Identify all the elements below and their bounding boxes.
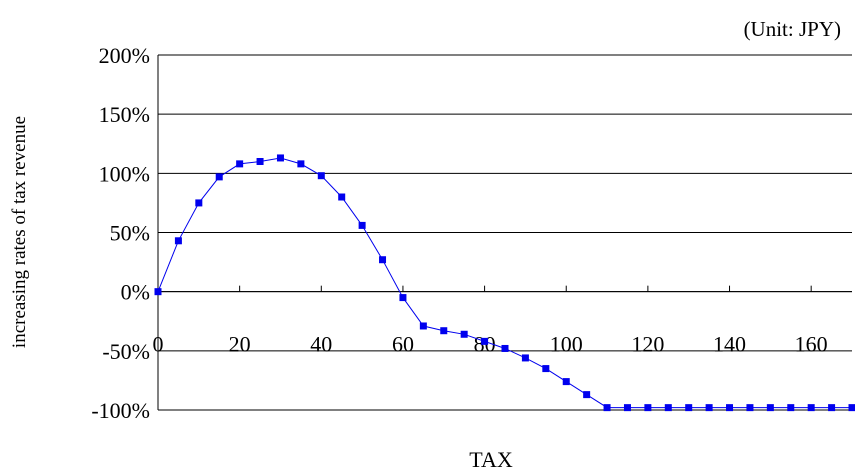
data-point (317, 172, 325, 180)
x-axis-title: TAX (469, 447, 513, 472)
grid-layer (158, 54, 852, 411)
data-point (154, 288, 162, 296)
data-point (174, 237, 182, 245)
data-point (358, 221, 366, 229)
y-tick-label: -100% (91, 398, 150, 423)
data-point (746, 404, 754, 412)
series-line (157, 157, 852, 409)
data-point (501, 344, 509, 352)
data-point (726, 404, 734, 412)
data-point (766, 404, 774, 412)
data-point (256, 158, 264, 165)
data-point (440, 327, 448, 335)
x-tick-label: 40 (310, 332, 332, 357)
data-point (562, 378, 570, 386)
data-point (236, 160, 244, 168)
x-tick-label: 60 (392, 332, 414, 357)
data-point (481, 337, 489, 345)
data-point (297, 160, 305, 168)
unit-label: (Unit: JPY) (744, 17, 841, 41)
y-tick-label: 150% (99, 102, 150, 127)
y-tick-label: 200% (99, 43, 150, 68)
data-point (583, 391, 591, 399)
data-point (399, 294, 407, 302)
data-point (848, 404, 855, 412)
data-point (828, 404, 836, 412)
x-tick-label: 0 (153, 332, 164, 357)
data-point (215, 173, 223, 181)
data-point (603, 404, 611, 412)
series-layer (154, 154, 855, 412)
x-tick-label: 160 (795, 332, 828, 357)
data-point (664, 404, 672, 412)
data-point (787, 404, 795, 412)
y-tick-label: 100% (99, 161, 150, 186)
x-tick-label: 20 (229, 332, 251, 357)
data-point (460, 330, 468, 338)
data-point (379, 256, 387, 264)
data-point (705, 404, 713, 412)
y-tick-label: 50% (110, 221, 150, 246)
data-point (338, 193, 346, 201)
y-ticks-layer: -100% -50% 0% 50% 100% 150% 200% (91, 43, 150, 423)
data-point (195, 199, 203, 207)
data-point (623, 404, 631, 412)
x-tick-label: 100 (550, 332, 583, 357)
x-ticks-layer: 020406080100120140160 (153, 285, 828, 357)
x-tick-label: 120 (631, 332, 664, 357)
data-point (807, 404, 815, 412)
y-axis-title: increasing rates of tax revenue (9, 116, 30, 348)
data-point (521, 354, 529, 362)
data-point (276, 154, 284, 162)
data-point (685, 404, 693, 412)
data-point (644, 404, 652, 412)
data-point (419, 322, 427, 330)
x-tick-label: 140 (713, 332, 746, 357)
y-tick-label: 0% (121, 280, 150, 305)
data-point (542, 365, 550, 373)
y-tick-label: -50% (102, 339, 150, 364)
